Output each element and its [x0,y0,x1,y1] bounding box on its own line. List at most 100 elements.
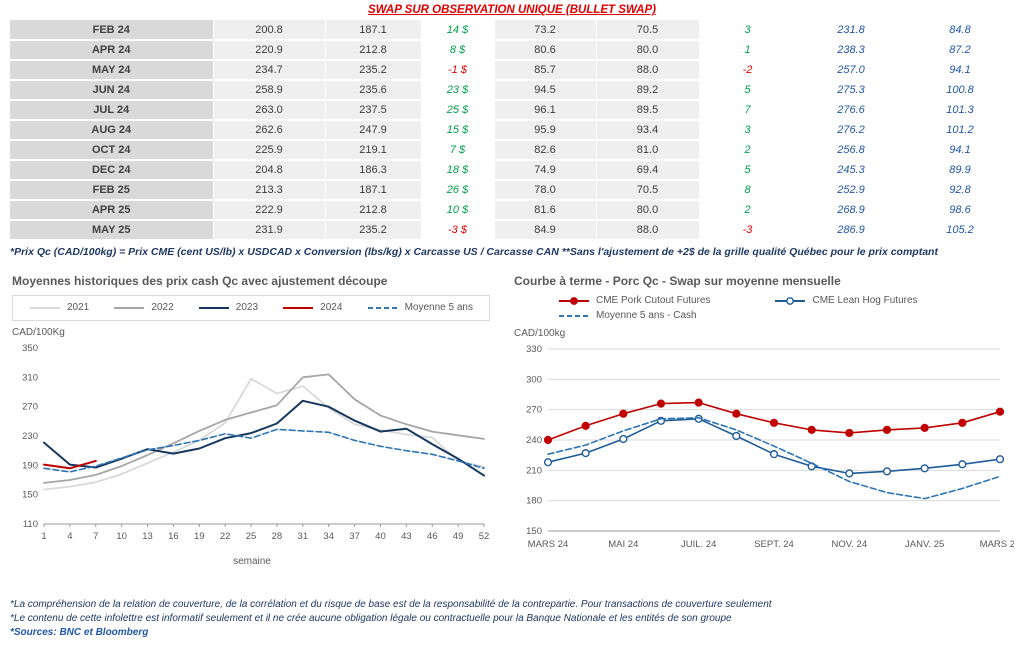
value-cell: 92.8 [906,180,1015,201]
value-cell: 3 [699,120,797,141]
svg-text:46: 46 [427,531,438,542]
value-cell: 101.3 [906,100,1015,121]
svg-text:MARS 24: MARS 24 [528,539,569,550]
swap-table-body: FEB 24 200.8 187.1 14 $73.2 70.5 3 231.8 84.8 AP… [10,20,1015,241]
legend-item: 2023 [198,302,258,314]
svg-text:13: 13 [142,531,153,542]
value-cell: 88.0 [596,60,700,81]
legend-label: 2022 [151,302,174,314]
value-cell: 69.4 [596,160,700,181]
value-cell: 245.3 [796,160,907,181]
legend-label: CME Pork Cutout Futures [596,295,711,307]
month-cell: JUN 24 [10,80,214,101]
table-row: FEB 25 213.3 187.1 26 $78.0 70.5 8 252.9 92.8 [10,180,1015,201]
value-cell: -2 [699,60,797,81]
value-cell: 222.9 [213,200,326,221]
svg-text:JUIL. 24: JUIL. 24 [681,539,716,550]
historical-chart-svg: 110 150 190 230 270 310 350 1 4 7 10 13 16 19 22 25 28 31… [22,343,489,542]
value-cell: 98.6 [906,200,1015,221]
value-cell: 89.5 [596,100,700,121]
value-cell: 96.1 [494,100,597,121]
value-cell: 235.6 [325,80,422,101]
value-cell: 2 [699,140,797,161]
value-cell: 10 $ [421,200,495,221]
legend-item: 2021 [29,302,89,314]
month-cell: FEB 24 [10,20,214,41]
svg-text:180: 180 [526,496,542,507]
value-cell: 95.9 [494,120,597,141]
historical-chart-title: Moyennes historiques des prix cash Qc av… [12,273,388,288]
month-cell: DEC 24 [10,160,214,181]
value-cell: 256.8 [796,140,907,161]
value-cell: 74.9 [494,160,597,181]
table-row: OCT 24 225.9 219.1 7 $82.6 81.0 2 256.8 94.1 [10,140,1015,161]
month-cell: FEB 25 [10,180,214,201]
legend-label: 2023 [235,302,259,314]
value-cell: 80.0 [596,200,700,221]
footnotes: *La compréhension de la relation de couv… [10,598,1014,640]
value-cell: 247.9 [325,120,422,141]
svg-text:7: 7 [93,531,98,542]
value-cell: 14 $ [421,20,495,41]
svg-text:MARS 25: MARS 25 [980,539,1014,550]
table-row: FEB 24 200.8 187.1 14 $73.2 70.5 3 231.8 84.8 [10,20,1015,41]
month-cell: MAY 24 [10,60,214,81]
svg-text:37: 37 [349,531,360,542]
value-cell: 258.9 [213,80,326,101]
value-cell: 15 $ [421,120,495,141]
value-cell: 93.4 [596,120,700,141]
legend-line-sample [559,296,589,305]
value-cell: 70.5 [596,180,700,201]
value-cell: 25 $ [421,100,495,121]
value-cell: -3 $ [421,220,495,241]
legend-line-sample [367,306,398,309]
value-cell: 88.0 [596,220,700,241]
value-cell: 268.9 [796,200,907,221]
value-cell: 213.3 [213,180,326,201]
value-cell: 276.6 [796,100,907,121]
svg-text:40: 40 [375,531,386,542]
footnote-hedging: *La compréhension de la relation de couv… [10,598,772,610]
table-row: MAY 24 234.7 235.2 -1 $85.7 88.0 -2 257.0 94.1 [10,60,1015,81]
value-cell: 187.1 [325,20,422,41]
value-cell: 84.8 [906,20,1015,41]
value-cell: 101.2 [906,120,1015,141]
value-cell: 212.8 [325,200,422,221]
value-cell: 234.7 [213,60,326,81]
value-cell: 23 $ [421,80,495,101]
value-cell: 94.1 [906,60,1015,81]
value-cell: 231.8 [796,20,907,41]
svg-text:330: 330 [526,344,542,355]
value-cell: 286.9 [796,220,907,241]
svg-text:310: 310 [22,372,38,383]
value-cell: 84.9 [494,220,597,241]
svg-text:4: 4 [67,531,72,542]
value-cell: 225.9 [213,140,326,161]
legend-label: 2021 [67,302,90,314]
legend-label: Moyenne 5 ans - Cash [596,310,697,322]
value-cell: 252.9 [796,180,907,201]
legend-item: Moyenne 5 ans - Cash [558,310,697,322]
value-cell: 200.8 [213,20,326,41]
svg-text:150: 150 [22,490,38,501]
historical-prices-chart-panel: Moyennes historiques des prix cash Qc av… [10,270,494,596]
svg-text:43: 43 [401,531,412,542]
forward-curve-chart-legend: CME Pork Cutout Futures CME Lean Hog Futu… [558,295,988,322]
value-cell: 186.3 [325,160,422,181]
value-cell: 5 [699,160,797,181]
legend-label: CME Lean Hog Futures [812,295,918,307]
value-cell: 231.9 [213,220,326,241]
svg-text:350: 350 [22,343,38,354]
legend-item: Moyenne 5 ans [367,302,473,314]
legend-line-sample [283,306,314,309]
value-cell: 73.2 [494,20,597,41]
value-cell: 187.1 [325,180,422,201]
value-cell: 87.2 [906,40,1015,61]
value-cell: 81.6 [494,200,597,221]
value-cell: 89.2 [596,80,700,101]
forward-curve-y-axis-unit: CAD/100kg [514,327,566,339]
svg-text:16: 16 [168,531,179,542]
charts-row: Moyennes historiques des prix cash Qc av… [10,270,1020,596]
svg-text:19: 19 [194,531,205,542]
